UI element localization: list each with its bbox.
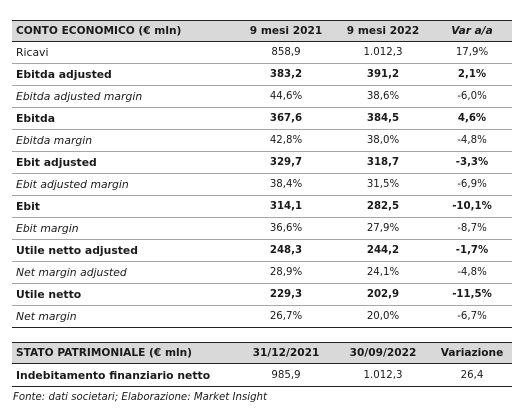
value-2021: 28,9%: [238, 261, 334, 284]
value-2021: 248,3: [238, 239, 334, 262]
value-2022: 1.012,3: [334, 363, 432, 387]
income-statement-table: CONTO ECONOMICO (€ mln) 9 mesi 2021 9 me…: [12, 20, 512, 328]
value-2021: 44,6%: [238, 85, 334, 108]
value-2022: 38,6%: [334, 85, 432, 108]
value-var: 2,1%: [432, 63, 512, 86]
row-label: Net margin adjusted: [12, 261, 238, 284]
value-var: -10,1%: [432, 195, 512, 218]
value-2021: 367,6: [238, 107, 334, 130]
table-row: Utile netto 229,3 202,9 -11,5%: [12, 283, 512, 306]
balance-header-label: STATO PATRIMONIALE (€ mln): [12, 342, 238, 364]
table-row: Net margin adjusted 28,9% 24,1% -4,8%: [12, 261, 512, 284]
income-header-2022: 9 mesi 2022: [334, 20, 432, 42]
row-label: Indebitamento finanziario netto: [12, 363, 238, 387]
value-2021: 42,8%: [238, 129, 334, 152]
table-row: Net margin 26,7% 20,0% -6,7%: [12, 305, 512, 328]
value-var: 26,4: [432, 363, 512, 387]
value-2022: 202,9: [334, 283, 432, 306]
value-2022: 27,9%: [334, 217, 432, 240]
table-row: Indebitamento finanziario netto 985,9 1.…: [12, 363, 512, 387]
row-label: Ebit: [12, 195, 238, 218]
income-statement-table-wrap: CONTO ECONOMICO (€ mln) 9 mesi 2021 9 me…: [12, 20, 512, 328]
balance-sheet-table-wrap: STATO PATRIMONIALE (€ mln) 31/12/2021 30…: [12, 342, 512, 387]
value-2022: 1.012,3: [334, 41, 432, 64]
balance-header-row: STATO PATRIMONIALE (€ mln) 31/12/2021 30…: [12, 342, 512, 364]
income-header-row: CONTO ECONOMICO (€ mln) 9 mesi 2021 9 me…: [12, 20, 512, 42]
value-var: -11,5%: [432, 283, 512, 306]
row-label: Ebit margin: [12, 217, 238, 240]
value-2021: 383,2: [238, 63, 334, 86]
row-label: Ebit adjusted margin: [12, 173, 238, 196]
balance-header-2022: 30/09/2022: [334, 342, 432, 364]
value-var: -6,9%: [432, 173, 512, 196]
value-var: -4,8%: [432, 261, 512, 284]
value-2022: 282,5: [334, 195, 432, 218]
table-row: Ebitda margin 42,8% 38,0% -4,8%: [12, 129, 512, 152]
value-2022: 38,0%: [334, 129, 432, 152]
value-2022: 318,7: [334, 151, 432, 174]
table-row: Utile netto adjusted 248,3 244,2 -1,7%: [12, 239, 512, 262]
value-var: 17,9%: [432, 41, 512, 64]
balance-header-2021: 31/12/2021: [238, 342, 334, 364]
row-label: Ebitda margin: [12, 129, 238, 152]
row-label: Ebit adjusted: [12, 151, 238, 174]
value-2021: 38,4%: [238, 173, 334, 196]
table-row: Ebit adjusted 329,7 318,7 -3,3%: [12, 151, 512, 174]
income-header-label: CONTO ECONOMICO (€ mln): [12, 20, 238, 42]
row-label: Ebitda: [12, 107, 238, 130]
value-var: -6,7%: [432, 305, 512, 328]
value-var: -6,0%: [432, 85, 512, 108]
table-row: Ebitda adjusted 383,2 391,2 2,1%: [12, 63, 512, 86]
table-row: Ebit margin 36,6% 27,9% -8,7%: [12, 217, 512, 240]
value-2021: 858,9: [238, 41, 334, 64]
income-header-2021: 9 mesi 2021: [238, 20, 334, 42]
value-var: -1,7%: [432, 239, 512, 262]
income-header-var: Var a/a: [432, 20, 512, 42]
value-2022: 244,2: [334, 239, 432, 262]
table-row: Ebit adjusted margin 38,4% 31,5% -6,9%: [12, 173, 512, 196]
value-2021: 26,7%: [238, 305, 334, 328]
row-label: Utile netto adjusted: [12, 239, 238, 262]
table-row: Ebitda 367,6 384,5 4,6%: [12, 107, 512, 130]
value-2021: 36,6%: [238, 217, 334, 240]
value-2021: 985,9: [238, 363, 334, 387]
income-body: Ricavi 858,9 1.012,3 17,9% Ebitda adjusted 38…: [12, 41, 512, 328]
value-2022: 391,2: [334, 63, 432, 86]
value-2021: 229,3: [238, 283, 334, 306]
table-row: Ebitda adjusted margin 44,6% 38,6% -6,0%: [12, 85, 512, 108]
value-2022: 31,5%: [334, 173, 432, 196]
row-label: Ebitda adjusted margin: [12, 85, 238, 108]
value-var: 4,6%: [432, 107, 512, 130]
table-row: Ebit 314,1 282,5 -10,1%: [12, 195, 512, 218]
value-2021: 314,1: [238, 195, 334, 218]
row-label: Net margin: [12, 305, 238, 328]
value-2022: 384,5: [334, 107, 432, 130]
value-2022: 24,1%: [334, 261, 432, 284]
source-note: Fonte: dati societari; Elaborazione: Mar…: [13, 392, 268, 403]
value-2022: 20,0%: [334, 305, 432, 328]
row-label: Ricavi: [12, 41, 238, 64]
value-var: -4,8%: [432, 129, 512, 152]
balance-sheet-table: STATO PATRIMONIALE (€ mln) 31/12/2021 30…: [12, 342, 512, 387]
row-label: Ebitda adjusted: [12, 63, 238, 86]
value-var: -3,3%: [432, 151, 512, 174]
row-label: Utile netto: [12, 283, 238, 306]
value-2021: 329,7: [238, 151, 334, 174]
value-var: -8,7%: [432, 217, 512, 240]
table-row: Ricavi 858,9 1.012,3 17,9%: [12, 41, 512, 64]
balance-header-var: Variazione: [432, 342, 512, 364]
